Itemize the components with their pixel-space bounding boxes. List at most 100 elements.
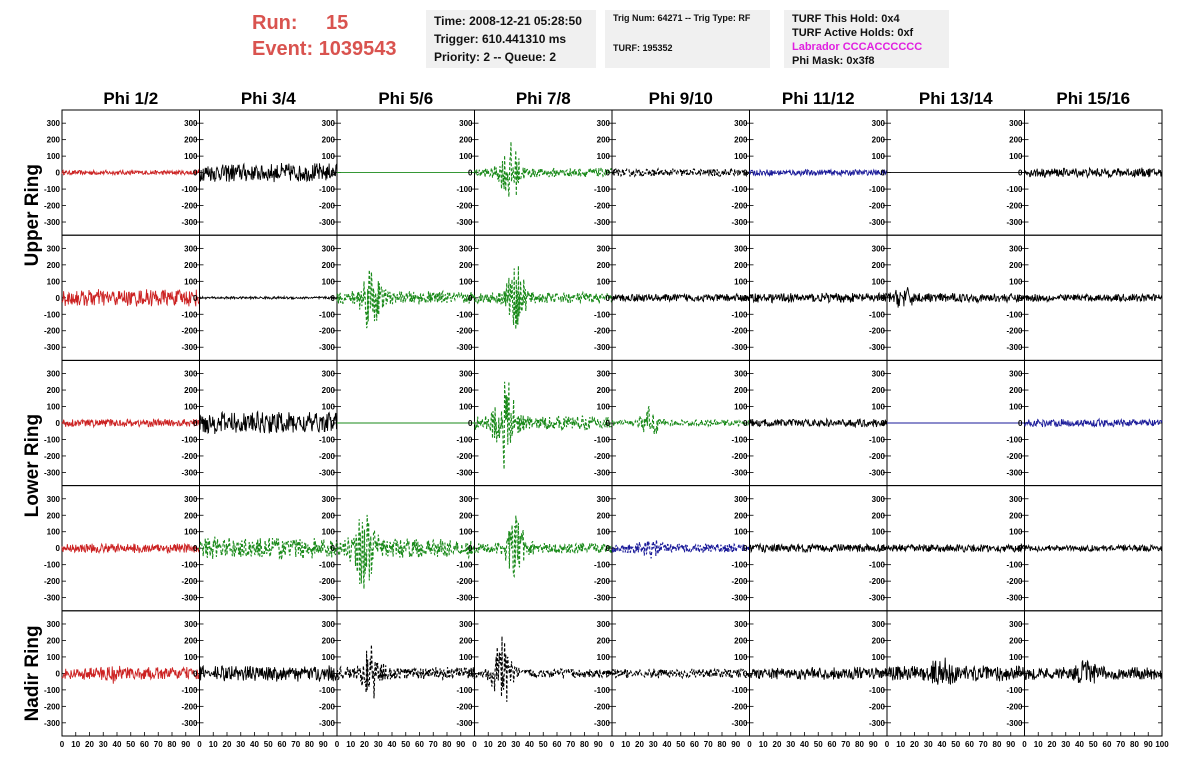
y-tick-label: 300	[872, 495, 886, 504]
y-tick-label: 0	[193, 294, 198, 303]
y-tick-label: 200	[1009, 636, 1023, 645]
y-tick-label: -100	[1006, 310, 1023, 319]
y-tick-label: 0	[1018, 544, 1023, 553]
y-tick-label: 200	[597, 261, 611, 270]
y-tick-label: 100	[184, 277, 198, 286]
y-tick-label: -300	[594, 343, 611, 352]
x-tick-label: 80	[168, 740, 177, 749]
y-tick-label: 0	[468, 419, 473, 428]
y-tick-label: 200	[597, 136, 611, 145]
y-tick-label: 200	[872, 261, 886, 270]
x-tick-label: 90	[869, 740, 878, 749]
y-tick-label: -100	[1006, 435, 1023, 444]
y-tick-label: 100	[734, 277, 748, 286]
y-tick-label: 300	[1009, 370, 1023, 379]
y-tick-label: 200	[184, 511, 198, 520]
event-value: 1039543	[318, 38, 397, 60]
y-tick-label: 300	[47, 495, 61, 504]
y-tick-label: -100	[594, 561, 611, 570]
y-tick-label: 0	[881, 669, 886, 678]
x-tick-label: 70	[704, 740, 713, 749]
x-tick-label: 70	[979, 740, 988, 749]
y-tick-label: 0	[468, 669, 473, 678]
y-tick-label: 300	[322, 370, 336, 379]
x-tick-label: 90	[594, 740, 603, 749]
ring-label: Nadir Ring	[22, 625, 43, 721]
y-tick-label: -300	[869, 468, 886, 477]
panel-frame	[611, 610, 750, 737]
y-tick-label: -300	[456, 218, 473, 227]
y-tick-label: 300	[322, 244, 336, 253]
y-tick-label: 200	[47, 511, 61, 520]
waveform-line	[473, 141, 613, 197]
y-tick-label: -100	[456, 435, 473, 444]
y-tick-label: -100	[181, 686, 198, 695]
x-tick-label: 60	[965, 740, 974, 749]
waveform-line	[336, 644, 476, 699]
y-tick-label: 0	[331, 419, 336, 428]
y-tick-label: 200	[1009, 386, 1023, 395]
y-tick-label: 300	[322, 495, 336, 504]
y-tick-label: 0	[606, 419, 611, 428]
y-tick-label: -200	[594, 327, 611, 336]
y-tick-label: 100	[459, 152, 473, 161]
y-tick-label: 100	[184, 403, 198, 412]
turf-line: TURF: 195352	[613, 43, 673, 53]
y-tick-label: 200	[322, 511, 336, 520]
y-tick-label: 0	[331, 544, 336, 553]
y-tick-label: -100	[319, 561, 336, 570]
y-tick-label: 300	[734, 620, 748, 629]
y-tick-label: -300	[869, 343, 886, 352]
y-tick-label: -200	[319, 702, 336, 711]
y-tick-label: -300	[869, 218, 886, 227]
x-tick-label: 50	[401, 740, 410, 749]
y-tick-label: -300	[731, 343, 748, 352]
x-tick-label: 10	[759, 740, 768, 749]
x-tick-label: 20	[360, 740, 369, 749]
y-tick-label: -200	[869, 702, 886, 711]
y-tick-label: 300	[47, 620, 61, 629]
y-tick-label: 100	[597, 403, 611, 412]
y-tick-label: 100	[1009, 403, 1023, 412]
x-tick-label: 40	[938, 740, 947, 749]
ring-label: Upper Ring	[22, 164, 43, 266]
y-tick-label: -100	[731, 185, 748, 194]
y-tick-label: 200	[459, 386, 473, 395]
y-tick-label: 0	[881, 544, 886, 553]
y-tick-label: 200	[459, 261, 473, 270]
y-tick-label: 200	[184, 386, 198, 395]
run-value: 15	[326, 12, 349, 34]
y-tick-label: -100	[1006, 185, 1023, 194]
x-tick-label: 20	[498, 740, 507, 749]
y-tick-label: -200	[44, 577, 61, 586]
x-tick-label: 10	[484, 740, 493, 749]
x-tick-label: 10	[346, 740, 355, 749]
waveform-line	[61, 289, 200, 307]
y-tick-label: -100	[869, 310, 886, 319]
waveform-line	[749, 417, 888, 429]
y-tick-label: -100	[44, 561, 61, 570]
y-tick-label: -200	[319, 577, 336, 586]
y-tick-label: -200	[181, 202, 198, 211]
x-tick-label: 20	[223, 740, 232, 749]
event-label: Event:	[252, 38, 314, 60]
y-tick-label: 300	[734, 119, 748, 128]
y-tick-label: 200	[872, 636, 886, 645]
y-tick-label: 0	[331, 294, 336, 303]
y-tick-label: 200	[872, 511, 886, 520]
turf-active-line: TURF Active Holds: 0xf	[792, 27, 914, 39]
x-tick-label: 90	[731, 740, 740, 749]
y-tick-label: -200	[456, 202, 473, 211]
x-tick-label: 40	[113, 740, 122, 749]
turf-hold-line: TURF This Hold: 0x4	[792, 13, 900, 25]
y-tick-label: 0	[56, 419, 61, 428]
y-tick-label: 200	[734, 511, 748, 520]
y-tick-label: 0	[56, 544, 61, 553]
trig-info-box: Trig Num: 64271 -- Trig Type: RF TURF: 1…	[605, 10, 770, 68]
waveform-line	[473, 381, 613, 470]
y-tick-label: -100	[869, 686, 886, 695]
column-title: Phi 13/14	[919, 89, 993, 108]
y-tick-label: 200	[459, 511, 473, 520]
y-tick-label: 100	[734, 528, 748, 537]
